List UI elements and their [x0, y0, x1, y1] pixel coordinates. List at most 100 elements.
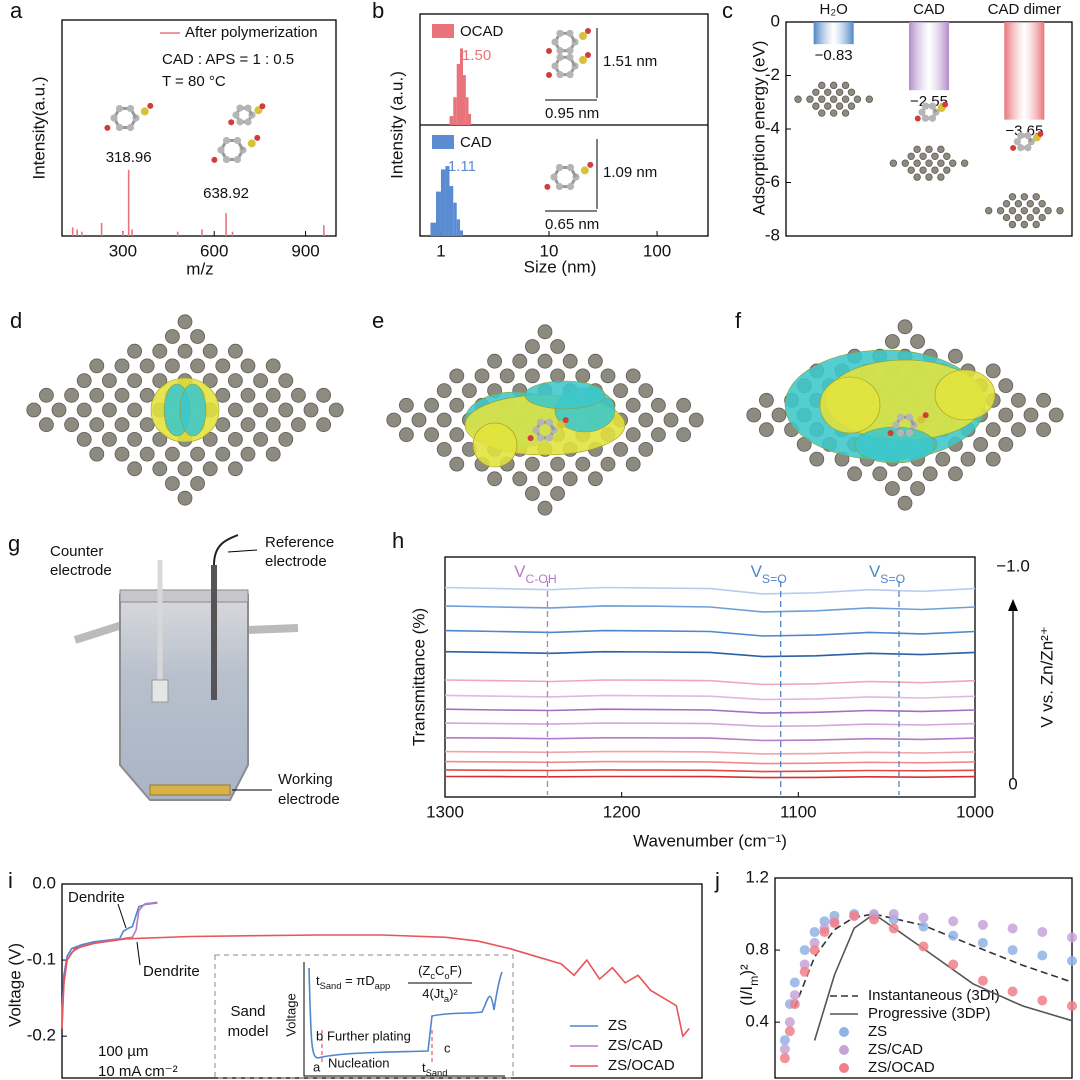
atom [102, 431, 117, 447]
atom [1032, 193, 1040, 201]
histogram-bar [459, 48, 464, 125]
atom [89, 387, 105, 403]
annotation: 10 mA cm⁻² [98, 1063, 178, 1080]
atom [1038, 213, 1046, 222]
atom [812, 88, 820, 96]
atom [1011, 392, 1026, 408]
point [948, 930, 959, 941]
symbol: V [514, 562, 526, 581]
atom [676, 427, 691, 443]
point [918, 912, 929, 923]
x-tick-label: 1200 [603, 802, 641, 821]
atom [127, 104, 134, 112]
panel-label: g [8, 531, 20, 556]
electrode-label: Working [278, 771, 333, 788]
atom [114, 446, 130, 462]
atom-o [585, 52, 591, 58]
point [799, 966, 810, 977]
point [948, 959, 959, 970]
atom [937, 145, 945, 154]
pointer [136, 941, 141, 966]
atom [948, 348, 963, 364]
atom [215, 358, 231, 374]
atom [806, 95, 814, 103]
panel-label: d [10, 308, 22, 333]
lattice [984, 193, 1064, 229]
atom [499, 368, 515, 384]
atom [139, 446, 155, 462]
category-label: CAD [913, 1, 945, 18]
atom [907, 166, 915, 174]
atom [771, 407, 787, 423]
atom-o [887, 430, 894, 437]
atom [984, 206, 993, 215]
charge-blob [179, 383, 207, 437]
atom [537, 500, 553, 516]
line [444, 775, 976, 779]
atom [215, 387, 231, 403]
histogram-bar [449, 186, 454, 236]
axis-label: Size (nm) [524, 257, 597, 276]
cell-arm [73, 621, 299, 644]
atom-o [1037, 130, 1044, 137]
point [1037, 995, 1048, 1006]
atom [566, 71, 574, 79]
atom [537, 353, 553, 369]
molecule-icon [544, 161, 594, 191]
atom [943, 152, 951, 160]
atom [919, 152, 927, 160]
atom [1048, 407, 1064, 423]
point [784, 1017, 795, 1028]
atom [449, 456, 465, 472]
atom-s [579, 56, 587, 64]
atom [550, 486, 565, 501]
atom [1017, 132, 1025, 140]
atom [164, 476, 180, 491]
atom [114, 358, 130, 374]
plot-frame [61, 19, 337, 237]
line [444, 760, 976, 765]
line [444, 605, 976, 613]
panel-label: f [735, 308, 742, 333]
dimension: 1.09 nm [603, 164, 657, 181]
atom [190, 476, 206, 491]
atom [290, 387, 306, 403]
x-tick-label: 600 [200, 241, 228, 260]
atom [676, 397, 691, 413]
atom [918, 108, 926, 116]
peak-label: 1.50 [462, 47, 491, 64]
atom [566, 47, 574, 55]
y-tick-label: -2 [765, 65, 780, 84]
atom [164, 446, 180, 462]
atom [818, 109, 826, 117]
atom [398, 397, 414, 413]
atom [625, 368, 641, 384]
atom [177, 490, 193, 506]
atom [449, 368, 465, 384]
point [789, 990, 800, 1001]
point [1067, 932, 1077, 943]
x-tick-label: 1100 [780, 802, 817, 821]
histogram-bar [440, 169, 446, 236]
atom [835, 88, 844, 96]
panel-label: h [392, 528, 404, 553]
point [1067, 955, 1077, 966]
axis-label: Adsorption energy (eV) [749, 41, 768, 216]
point [977, 937, 988, 948]
legend-label: Progressive (3DP) [868, 1005, 991, 1022]
atom [232, 111, 240, 119]
atom [461, 383, 477, 399]
atom [613, 441, 628, 457]
line [444, 750, 976, 755]
axis-label: Intensity (a.u.) [387, 71, 406, 179]
atom [907, 152, 915, 160]
atom [1014, 213, 1023, 222]
text-run: F) [450, 963, 462, 978]
axis-label: Wavenumber (cm⁻¹) [633, 831, 787, 850]
legend-label: ZS [868, 1023, 887, 1040]
symbol: V [869, 562, 881, 581]
text-run: )² [737, 964, 756, 976]
atom [265, 387, 281, 403]
atom-s [557, 420, 566, 429]
